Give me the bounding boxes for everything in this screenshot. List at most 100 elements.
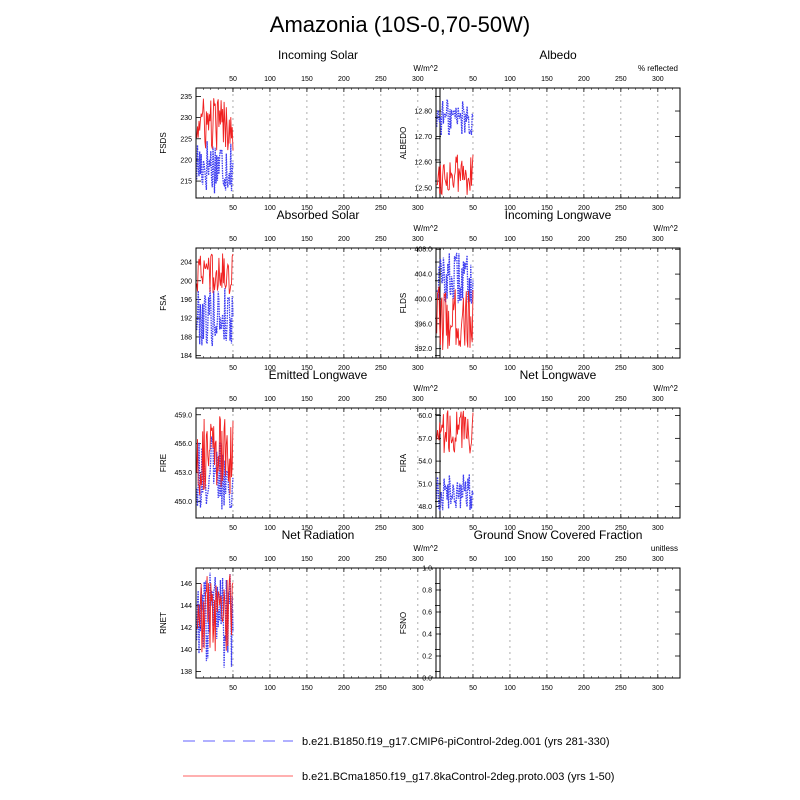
series-a-line: [196, 287, 234, 347]
x-tick-bottom: 150: [301, 685, 313, 692]
x-tick-bottom: 100: [264, 685, 276, 692]
x-tick-top: 200: [338, 76, 350, 83]
panel-title: Ground Snow Covered Fraction: [474, 528, 643, 542]
series-a-line: [436, 99, 474, 137]
x-tick-bottom: 100: [264, 205, 276, 212]
x-tick-top: 150: [301, 236, 313, 243]
series-b-line: [436, 286, 474, 351]
y-tick-label: 215: [180, 179, 192, 186]
y-tick-label: 138: [180, 669, 192, 676]
x-tick-top: 300: [412, 76, 424, 83]
legend-label-series-b: b.e21.BCma1850.f19_g17.8kaControl-2deg.p…: [302, 771, 614, 783]
x-tick-bottom: 100: [264, 525, 276, 532]
series-b-line: [436, 410, 474, 454]
plot-frame: [435, 567, 681, 679]
x-tick-bottom: 150: [301, 205, 313, 212]
y-axis-label: FSDS: [159, 132, 168, 153]
x-tick-bottom: 150: [541, 365, 553, 372]
x-tick-bottom: 250: [615, 525, 627, 532]
y-tick-label: 0.6: [422, 610, 432, 617]
y-axis-label: FIRA: [399, 453, 408, 472]
y-axis-label: FSA: [159, 295, 168, 311]
x-tick-bottom: 250: [375, 365, 387, 372]
y-tick-label: 453.0: [174, 470, 192, 477]
x-tick-top: 150: [541, 556, 553, 563]
x-tick-top: 300: [652, 76, 664, 83]
panel-fsno: Ground Snow Covered Fraction unitless 50 50…: [399, 528, 681, 692]
x-tick-bottom: 300: [412, 525, 424, 532]
x-tick-bottom: 300: [652, 205, 664, 212]
y-tick-label: 396.0: [414, 321, 432, 328]
x-tick-top: 200: [578, 76, 590, 83]
x-tick-bottom: 300: [412, 365, 424, 372]
x-tick-top: 100: [504, 556, 516, 563]
x-tick-top: 50: [469, 76, 477, 83]
x-tick-top: 100: [504, 236, 516, 243]
y-tick-label: 404.0: [414, 272, 432, 279]
series-b-line: [196, 574, 234, 653]
y-tick-label: 456.0: [174, 441, 192, 448]
units-label: W/m^2: [653, 224, 678, 233]
y-tick-label: 12.80: [414, 109, 432, 116]
figure-title: Amazonia (10S-0,70-50W): [270, 12, 530, 37]
x-tick-top: 200: [578, 236, 590, 243]
x-tick-bottom: 100: [504, 525, 516, 532]
x-tick-bottom: 200: [578, 685, 590, 692]
y-tick-label: 392.0: [414, 346, 432, 353]
x-tick-top: 300: [412, 556, 424, 563]
x-tick-bottom: 50: [469, 525, 477, 532]
x-tick-top: 250: [615, 76, 627, 83]
x-tick-bottom: 50: [469, 365, 477, 372]
panel-fire: Emitted Longwave W/m^2 50 50 100 100 150 150 200…: [159, 368, 441, 532]
y-tick-label: 1.0: [422, 566, 432, 573]
y-tick-label: 146: [180, 581, 192, 588]
x-tick-bottom: 150: [541, 525, 553, 532]
x-tick-bottom: 50: [229, 365, 237, 372]
x-tick-top: 250: [375, 236, 387, 243]
units-label: W/m^2: [413, 224, 438, 233]
panel-rnet: Net Radiation W/m^2 50 50 100 100 150 150 200 200…: [159, 528, 441, 692]
x-tick-bottom: 50: [469, 685, 477, 692]
y-tick-label: 220: [180, 157, 192, 164]
x-tick-bottom: 300: [652, 685, 664, 692]
x-tick-top: 300: [652, 396, 664, 403]
x-tick-top: 100: [504, 396, 516, 403]
x-tick-top: 200: [338, 396, 350, 403]
x-tick-bottom: 250: [375, 205, 387, 212]
x-tick-top: 250: [615, 556, 627, 563]
panel-fsa: Absorbed Solar W/m^2 50 50 100 100 150 150 200 20…: [159, 208, 441, 372]
plot-frame: [435, 407, 681, 519]
y-tick-label: 235: [180, 94, 192, 101]
y-tick-label: 188: [180, 334, 192, 341]
x-tick-top: 250: [375, 76, 387, 83]
legend: b.e21.B1850.f19_g17.CMIP6-piControl-2deg…: [183, 736, 614, 783]
x-tick-top: 250: [615, 236, 627, 243]
x-tick-top: 250: [375, 396, 387, 403]
y-tick-label: 204: [180, 260, 192, 267]
x-tick-top: 100: [264, 556, 276, 563]
x-tick-bottom: 150: [301, 365, 313, 372]
x-tick-bottom: 300: [412, 205, 424, 212]
x-tick-bottom: 200: [578, 365, 590, 372]
x-tick-bottom: 150: [541, 205, 553, 212]
x-tick-bottom: 100: [504, 685, 516, 692]
legend-label-series-a: b.e21.B1850.f19_g17.CMIP6-piControl-2deg…: [302, 736, 610, 748]
plot-frame: [195, 247, 441, 359]
y-tick-label: 192: [180, 316, 192, 323]
x-tick-bottom: 100: [264, 365, 276, 372]
y-tick-label: 184: [180, 353, 192, 360]
y-tick-label: 0.2: [422, 654, 432, 661]
x-tick-bottom: 50: [229, 525, 237, 532]
x-tick-bottom: 250: [375, 685, 387, 692]
x-tick-bottom: 50: [229, 205, 237, 212]
x-tick-top: 100: [264, 236, 276, 243]
series-b-line: [196, 98, 234, 151]
plot-frame: [195, 407, 441, 519]
x-tick-top: 200: [338, 236, 350, 243]
x-tick-bottom: 300: [652, 365, 664, 372]
y-tick-label: 0.0: [422, 676, 432, 683]
y-tick-label: 144: [180, 603, 192, 610]
series-a-line: [196, 436, 234, 510]
x-tick-bottom: 150: [541, 685, 553, 692]
